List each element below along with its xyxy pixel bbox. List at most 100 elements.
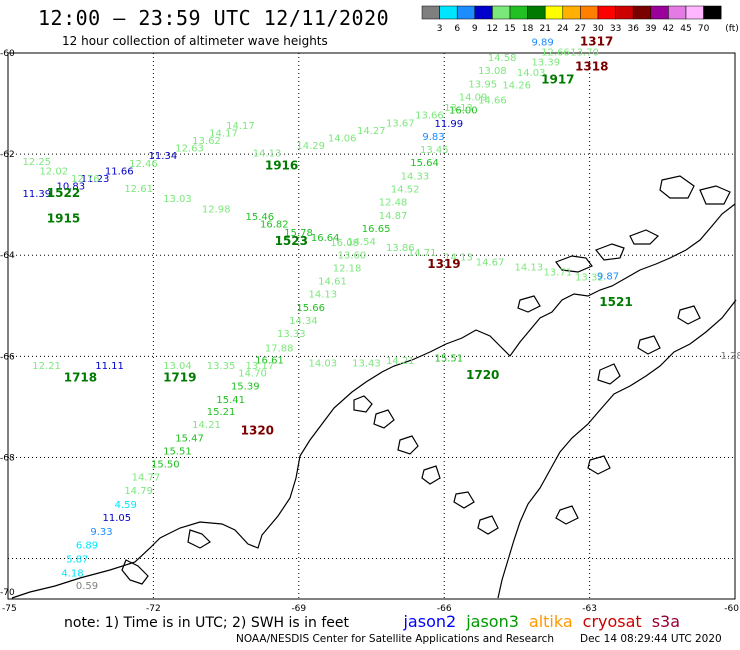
page-subtitle: 12 hour collection of altimeter wave hei…	[62, 34, 328, 48]
wave-height-label: 14.13	[444, 252, 473, 263]
scale-label: 21	[539, 24, 550, 34]
island-3	[353, 395, 373, 413]
cycle-label: 1523	[275, 234, 308, 248]
scale-label: 33	[610, 24, 621, 34]
scale-label: 24	[557, 24, 569, 34]
wave-height-label: 13.71	[544, 267, 573, 278]
wave-height-label: 14.58	[488, 53, 517, 64]
scale-unit: (ft)	[725, 24, 739, 34]
wave-height-label: 4.18	[61, 568, 83, 579]
wave-height-label: 14.34	[289, 316, 318, 327]
wave-height-label: 13.13	[444, 103, 473, 114]
credit-timestamp: Dec 14 08:29:44 UTC 2020	[580, 633, 722, 645]
wave-height-label: 15.21	[207, 407, 236, 418]
cycle-label: 1917	[541, 72, 574, 86]
wave-height-label: 14.13	[514, 262, 543, 273]
wave-height-label: 13.03	[163, 194, 192, 205]
wave-height-label: 14.79	[124, 486, 153, 497]
wave-height-label: 9.89	[531, 37, 553, 48]
wave-height-label: 13.35	[207, 361, 236, 372]
wave-height-label: 14.13	[308, 290, 337, 301]
wave-height-label: 15.78	[284, 228, 313, 239]
wave-height-label: 16.08	[330, 238, 359, 249]
wave-height-label: 13.86	[386, 243, 415, 254]
wave-height-label: 12.98	[202, 204, 231, 215]
cycle-label: 1718	[64, 371, 97, 385]
scale-swatch	[544, 5, 564, 20]
scale-label: 45	[680, 24, 691, 34]
scale-label: 18	[522, 24, 534, 34]
wave-height-label: 14.77	[132, 473, 161, 484]
wave-height-tracks: 0.59 4.18 5.87 6.89 9.33 11.05 4.59 14.79 14.77 1…	[23, 37, 740, 591]
wave-height-label: 16.61	[255, 355, 284, 366]
island-13	[677, 305, 701, 325]
cycle-label: 1317	[580, 34, 613, 48]
wave-height-label: 13.33	[277, 329, 306, 340]
wave-height-label: 10.83	[56, 182, 85, 193]
island-4	[373, 409, 395, 429]
scale-swatch	[509, 5, 528, 20]
scale-swatch	[492, 5, 511, 20]
wave-height-label: 13.95	[468, 79, 497, 90]
island-2	[187, 529, 211, 549]
wave-height-label: 14.61	[318, 277, 347, 288]
wave-height-label: 14.27	[357, 126, 386, 137]
island-12	[637, 335, 661, 355]
scale-label: 3	[437, 24, 443, 34]
wave-height-label: 13.45	[420, 145, 449, 156]
wave-height-label: 13.17	[245, 361, 274, 372]
footer-note-row: note: 1) Time is in UTC; 2) SWH is in fe…	[64, 612, 680, 631]
scale-swatch	[597, 5, 616, 20]
wave-height-label: 17.88	[265, 343, 294, 354]
island-15	[555, 505, 579, 525]
wave-height-label: 11.66	[105, 166, 134, 177]
wave-height-label: 14.67	[476, 257, 505, 268]
wave-height-label: 13.62	[192, 136, 221, 147]
wave-height-label: 9.83	[422, 132, 444, 143]
lat-label: -70	[0, 588, 15, 598]
wave-height-label: 5.87	[66, 555, 88, 566]
scale-label: 42	[663, 24, 674, 34]
scale-swatch	[668, 5, 687, 20]
island-5	[397, 435, 419, 455]
wave-height-label: 11.23	[81, 174, 110, 185]
wave-height-label: 14.26	[502, 80, 531, 91]
lat-lon-grid	[8, 53, 735, 599]
lon-label: -66	[437, 604, 452, 614]
cycle-label: 1320	[241, 424, 274, 438]
wave-height-label: 11.39	[23, 189, 52, 200]
wave-height-label: 16.64	[311, 233, 340, 244]
wave-height-label: 14.21	[386, 356, 415, 367]
wave-height-label: 16.82	[260, 219, 289, 230]
wave-height-label: 13.32	[575, 273, 604, 284]
wave-height-label: 15.47	[175, 433, 204, 444]
lon-label: -75	[2, 604, 17, 614]
wave-height-label: 12.18	[333, 263, 362, 274]
wave-height-label: 16.00	[449, 106, 478, 117]
wave-height-label: 6.89	[76, 540, 98, 551]
lat-label: -62	[0, 150, 15, 160]
satellite-legend: jason2 jason3 altika cryosat s3a	[403, 612, 680, 631]
wave-height-label: 13.39	[531, 58, 560, 69]
scale-label: 12	[487, 24, 498, 34]
wave-height-label: 12.02	[40, 166, 69, 177]
wave-height-label: 15.41	[216, 395, 245, 406]
wave-height-label: 12.21	[32, 361, 61, 372]
wave-height-label: 12.61	[124, 184, 153, 195]
cycle-label: 1522	[47, 186, 80, 200]
axis-labels: -60 -62 -64 -66 -68 -70 -75 -72 -69 -66 -63 -60	[0, 49, 739, 614]
cycle-label: 1319	[427, 257, 460, 271]
south-shetland-1	[555, 255, 593, 273]
wave-height-label: 14.21	[192, 420, 221, 431]
island-10	[517, 295, 541, 313]
wave-height-label: 13.60	[338, 250, 367, 261]
lon-label: -60	[724, 604, 739, 614]
wave-height-label: 13.67	[386, 118, 415, 129]
island-7	[453, 491, 475, 509]
scale-swatch	[615, 5, 634, 20]
wave-height-label: 14.09	[459, 93, 488, 104]
wave-height-label: 13.08	[478, 66, 507, 77]
wave-height-label: 9.33	[90, 527, 112, 538]
wave-height-label: 11.34	[149, 151, 178, 162]
